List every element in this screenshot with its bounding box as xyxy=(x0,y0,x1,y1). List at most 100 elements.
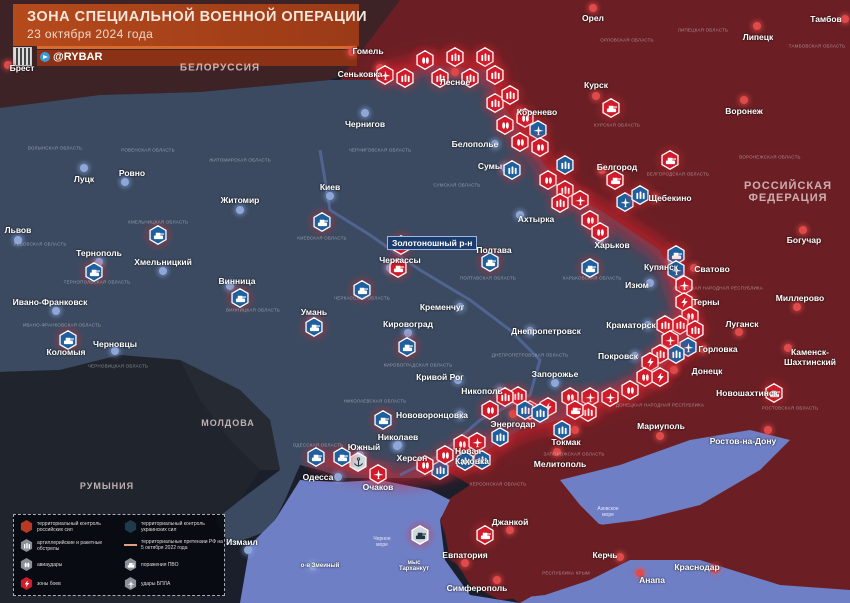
region-label: Тернопольская область xyxy=(63,279,131,285)
city-dot xyxy=(326,192,334,200)
city-dot xyxy=(764,426,772,434)
legend-item: зоны боев xyxy=(20,577,120,590)
marker-air-defense[interactable] xyxy=(305,205,339,239)
city-label: Джанкой xyxy=(491,517,529,527)
city-label: Сумы xyxy=(477,161,503,171)
city-label: Купянск xyxy=(643,262,679,272)
artillery-icon xyxy=(632,186,648,204)
marker-artillery[interactable] xyxy=(545,413,579,447)
marker-air-defense[interactable] xyxy=(77,255,111,289)
city-label: Белгород xyxy=(596,162,638,172)
hex-red-icon xyxy=(20,520,33,533)
marker-artillery[interactable] xyxy=(543,186,577,220)
air-defense-icon xyxy=(766,384,782,402)
city-dot xyxy=(551,379,559,387)
airstrike-icon xyxy=(482,401,498,419)
marker-airstrike[interactable] xyxy=(408,448,442,482)
qr-code-icon[interactable] xyxy=(13,47,32,66)
region-label: Запорожская область xyxy=(543,451,605,457)
marker-airstrike[interactable] xyxy=(583,215,617,249)
air-defense-icon xyxy=(86,263,102,281)
city-label: Воронеж xyxy=(725,106,763,116)
city-dot xyxy=(526,327,534,335)
telegram-icon xyxy=(40,52,50,63)
marker-artillery[interactable] xyxy=(623,178,657,212)
city-label: Харьков xyxy=(594,240,630,250)
marker-air-defense[interactable] xyxy=(653,143,687,177)
region-label: Одесская область xyxy=(292,442,344,448)
marker-air-defense[interactable] xyxy=(345,273,379,307)
city-label: Южный xyxy=(347,442,381,452)
air-defense-icon xyxy=(662,151,678,169)
artillery-icon xyxy=(20,539,33,552)
city-label: Умань xyxy=(300,307,328,317)
region-label: Николаевская область xyxy=(343,398,407,404)
brand-handle: @RYBAR xyxy=(53,51,103,63)
marker-combat[interactable] xyxy=(643,360,677,394)
city-dot xyxy=(690,264,698,272)
city-label: Коренево xyxy=(516,107,558,117)
hex-blue-icon xyxy=(124,520,137,533)
city-label: Хмельницкий xyxy=(134,257,192,267)
air-defense-icon xyxy=(607,171,623,189)
marker-artillery[interactable] xyxy=(388,61,422,95)
city-label: Запорожье xyxy=(531,369,579,379)
region-label: Сумская область xyxy=(433,182,481,188)
marker-air-defense[interactable] xyxy=(51,323,85,357)
city-label: Тернополь xyxy=(76,248,122,258)
brand-link[interactable]: @RYBAR xyxy=(40,51,102,63)
city-dot xyxy=(646,279,654,287)
marker-air-defense[interactable] xyxy=(757,376,791,410)
city-label: Чернигов xyxy=(344,119,386,129)
artillery-icon xyxy=(432,69,448,87)
marker-air-defense[interactable] xyxy=(381,251,415,285)
marker-air-defense[interactable] xyxy=(573,251,607,285)
city-dot xyxy=(334,473,342,481)
city-dot xyxy=(589,4,597,12)
city-label: Краматорск xyxy=(606,320,656,330)
marker-air-defense[interactable] xyxy=(594,91,628,125)
marker-air-defense[interactable] xyxy=(297,310,331,344)
marker-airstrike[interactable] xyxy=(473,393,507,427)
legend-label: удары БПЛА xyxy=(141,580,171,587)
legend-item: артиллерийские и ракетные обстрелы xyxy=(20,539,120,552)
marker-air-defense[interactable] xyxy=(299,440,333,474)
city-label: Черновцы xyxy=(93,339,137,349)
marker-air-defense[interactable] xyxy=(468,518,502,552)
region-label: Днепропетровская область xyxy=(491,352,569,358)
marker-air-defense[interactable] xyxy=(141,218,175,252)
air-defense-icon xyxy=(60,331,76,349)
city-dot xyxy=(553,448,561,456)
city-label: Лесное xyxy=(439,77,471,87)
marker-air-defense[interactable] xyxy=(366,403,400,437)
marker-air-defense[interactable] xyxy=(473,245,507,279)
city-dot xyxy=(244,546,252,554)
city-label: Курск xyxy=(584,80,608,90)
region-label: Волынская область xyxy=(27,145,83,151)
air-defense-icon xyxy=(334,448,350,466)
marker-air-defense[interactable] xyxy=(390,330,424,364)
city-label: Новошахтинск xyxy=(716,388,778,398)
marker-air-defense[interactable] xyxy=(223,281,257,315)
city-dot xyxy=(111,347,119,355)
city-label: о-в Змеиный xyxy=(300,563,340,569)
marker-air-defense[interactable] xyxy=(325,440,359,474)
marker-air-defense[interactable] xyxy=(403,518,437,552)
combat-icon xyxy=(20,577,33,590)
city-label: Винница xyxy=(218,276,256,286)
region-label: Орловская область xyxy=(600,37,654,43)
marker-artillery[interactable] xyxy=(423,61,457,95)
city-dot xyxy=(784,344,792,352)
marker-artillery[interactable] xyxy=(495,153,529,187)
city-dot xyxy=(456,303,464,311)
marker-artillery[interactable] xyxy=(523,396,557,430)
region-label: Курская область xyxy=(594,122,640,128)
city-label: Брест xyxy=(9,63,35,73)
artillery-icon xyxy=(487,66,503,84)
city-dot xyxy=(454,376,462,384)
sea-label: Азовское море xyxy=(597,506,619,518)
legend-item: поражения ПВО xyxy=(124,558,224,571)
marker-airstrike[interactable] xyxy=(523,130,557,164)
region-label: Липецкая область xyxy=(677,27,729,33)
city-label: Тамбов xyxy=(810,14,842,24)
